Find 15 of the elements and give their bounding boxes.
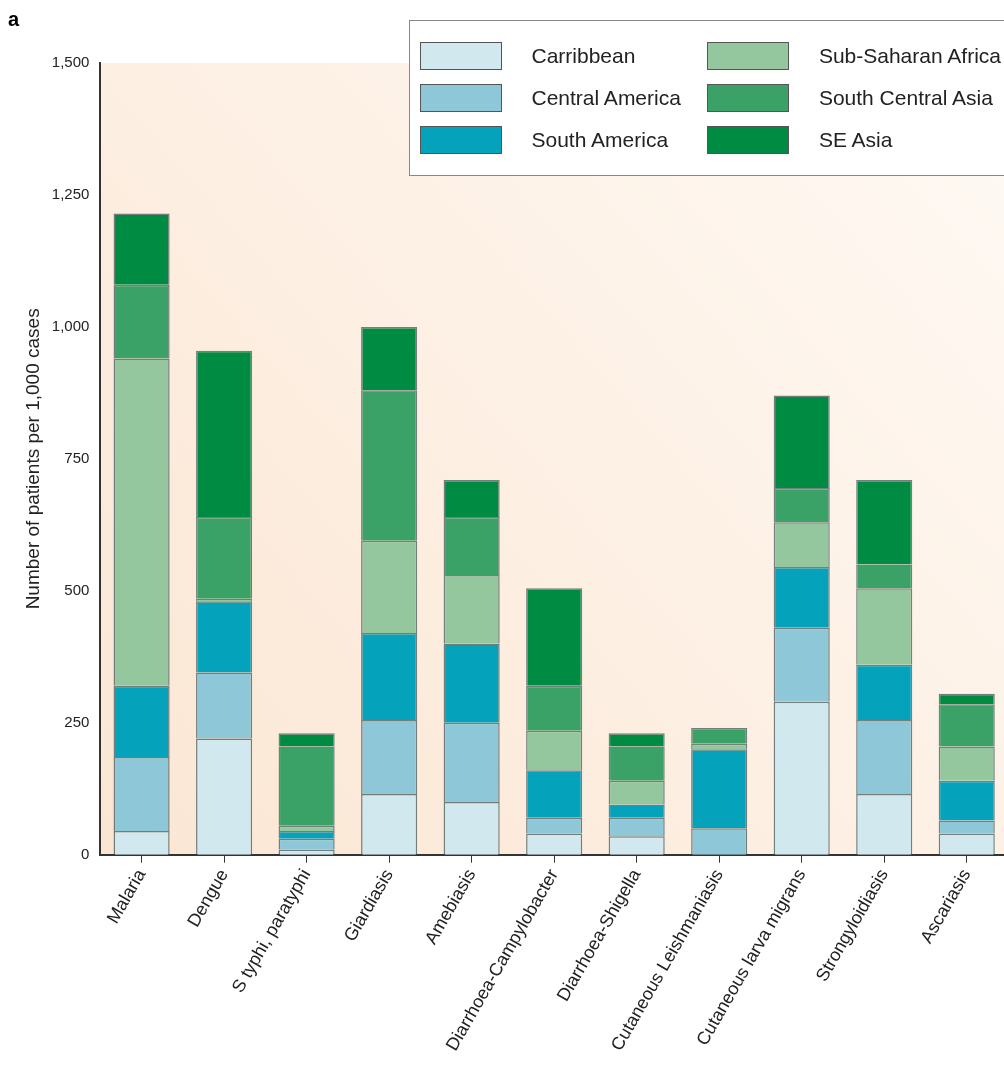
legend-label: Central America: [531, 86, 681, 110]
y-axis-title: Number of patients per 1,000 cases: [21, 308, 43, 610]
y-tick-label: 250: [64, 712, 90, 730]
chart-title: a: [8, 8, 20, 31]
y-tick-label: 1,250: [51, 185, 90, 203]
legend-label: Sub-Saharan Africa: [818, 44, 1001, 68]
legend-label: SE Asia: [818, 128, 893, 152]
legend-label: Carribbean: [531, 44, 636, 68]
y-tick-label: 750: [64, 448, 90, 466]
legend-label: South America: [531, 128, 669, 152]
y-tick-label: 0: [80, 844, 90, 862]
y-tick-label: 1,500: [51, 53, 90, 71]
legend-label: South Central Asia: [818, 86, 993, 110]
y-tick-label: 1,000: [51, 317, 90, 335]
y-tick-label: 500: [64, 580, 90, 598]
